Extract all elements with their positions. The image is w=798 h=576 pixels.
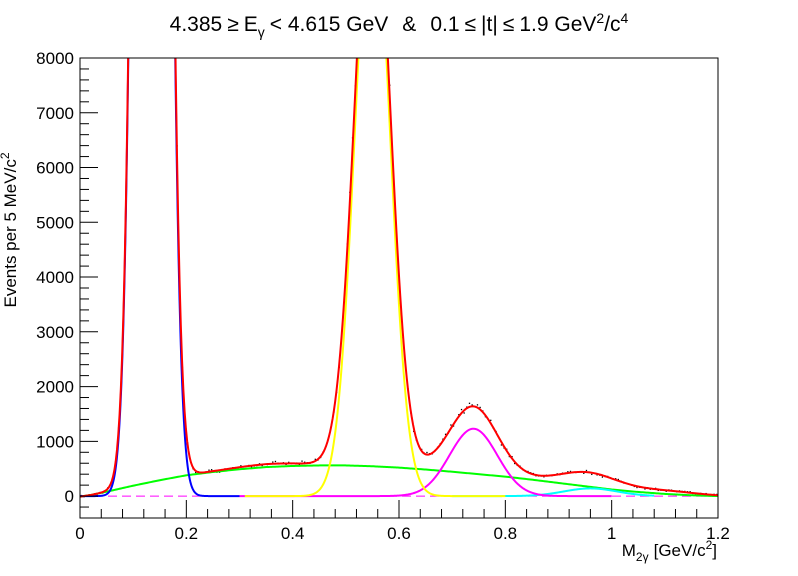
xlabel-sub: 2γ (636, 550, 649, 564)
curve-pi0-peak (80, 58, 240, 498)
ylabel-main: Events per 5 MeV/c (1, 159, 20, 308)
curve-eta-peak (244, 58, 506, 498)
y-tick-label: 7000 (36, 104, 74, 123)
y-tick-label: 3000 (36, 323, 74, 342)
y-tick-label: 0 (65, 487, 74, 506)
x-tick-label: 0.4 (281, 524, 305, 543)
data-point (250, 466, 253, 468)
data-point (452, 425, 455, 427)
data-point (450, 424, 452, 426)
title-leq2: ≤ (503, 13, 515, 36)
curve-total-fit (80, 58, 718, 498)
x-tick-label: 1 (607, 524, 616, 543)
data-point (490, 419, 492, 421)
title-lower: 4.385 (170, 13, 223, 36)
data-point (301, 460, 303, 462)
title-upper: < 4.615 GeV (270, 13, 389, 36)
data-point (195, 471, 197, 474)
x-tick-label: 1.2 (706, 524, 730, 543)
data-point (567, 471, 569, 473)
curve-background (80, 464, 718, 498)
title-gamma-sub: γ (258, 24, 265, 40)
data-point (208, 469, 210, 471)
x-tick-label: 0.6 (387, 524, 411, 543)
xlabel-close: ] (712, 541, 717, 560)
data-point (274, 460, 277, 463)
data-point (476, 404, 479, 406)
y-tick-label: 4000 (36, 268, 74, 287)
data-point (500, 444, 503, 446)
title-amp: & (402, 13, 416, 36)
data-point (591, 473, 593, 476)
data-point (444, 433, 447, 435)
xlabel-m: M (622, 541, 636, 560)
title-t-high: 1.9 GeV (519, 13, 596, 36)
data-point (458, 414, 460, 416)
x-axis: 0 0.2 0.4 0.6 0.8 1 1.2 (75, 500, 730, 543)
y-axis-label: Events per 5 MeV/c2 (0, 152, 20, 307)
data-point (514, 462, 516, 465)
data-point (298, 464, 301, 466)
data-point (288, 461, 290, 463)
y-axis: 0 1000 2000 3000 4000 5000 6000 7000 8000 (36, 49, 98, 519)
title-leq1: ≤ (465, 13, 477, 36)
data-point (460, 408, 463, 411)
y-tick-label: 1000 (36, 432, 74, 451)
title-t-abs: |t| (481, 13, 498, 36)
title-per-c: /c (604, 13, 620, 36)
data-point (644, 488, 646, 490)
data-point (314, 458, 316, 460)
plot-area (80, 58, 718, 498)
data-point (261, 464, 263, 467)
xlabel-sup: 2 (706, 538, 713, 552)
fit-curves-layer (80, 58, 718, 498)
title-e: E (244, 13, 258, 36)
y-tick-label: 8000 (36, 49, 74, 68)
data-point (596, 474, 598, 476)
x-tick-label: 0.2 (175, 524, 199, 543)
x-tick-label: 0 (75, 524, 84, 543)
title-sup2: 2 (596, 10, 604, 26)
data-point (272, 461, 274, 463)
data-point (583, 472, 585, 474)
data-point (479, 406, 481, 409)
data-point (210, 469, 213, 471)
data-point (689, 491, 691, 493)
y-tick-label: 5000 (36, 213, 74, 232)
xlabel-unit: [GeV/c (654, 541, 706, 560)
data-point (617, 478, 620, 481)
title-geq: ≥ (227, 13, 239, 36)
data-point (426, 451, 428, 454)
data-point (585, 469, 588, 472)
title-sup4: 4 (621, 10, 629, 26)
y-tick-label: 6000 (36, 159, 74, 178)
data-point (304, 461, 306, 463)
data-point (615, 478, 617, 480)
data-point (511, 456, 513, 458)
data-point (471, 404, 473, 406)
data-point (601, 476, 604, 478)
data-point (240, 465, 242, 467)
data-point (543, 476, 545, 478)
data-point (463, 412, 465, 414)
chart-title: 4.385 ≥ Eγ < 4.615 GeV & 0.1 ≤ |t| ≤1.9 GeV2/c4 (170, 10, 629, 40)
data-point (636, 486, 638, 489)
x-tick-label: 0.8 (494, 524, 518, 543)
data-point (468, 402, 471, 404)
ylabel-sup: 2 (0, 152, 12, 159)
y-tick-label: 2000 (36, 378, 74, 397)
x-axis-label: M2γ [GeV/c2] (622, 538, 717, 564)
data-point (569, 470, 572, 473)
title-t-low: 0.1 (430, 13, 459, 36)
